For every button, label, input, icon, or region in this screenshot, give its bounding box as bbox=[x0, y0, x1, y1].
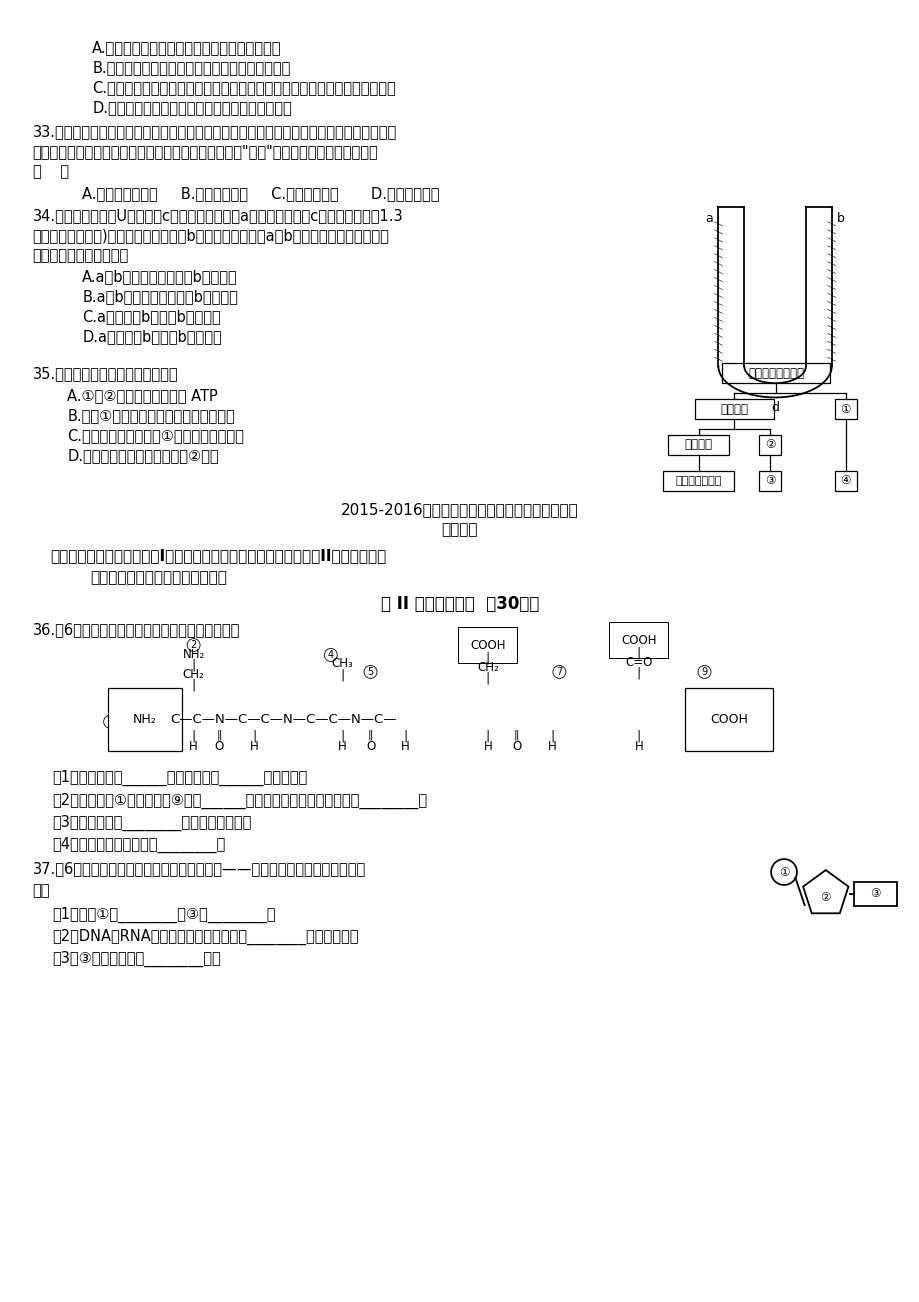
Text: 7: 7 bbox=[556, 667, 562, 677]
Text: CH₃: CH₃ bbox=[332, 658, 353, 671]
Text: H: H bbox=[401, 740, 409, 753]
Text: |: | bbox=[485, 651, 490, 664]
Text: A.在没有细胞质的情况下，细胞核是不能生存的: A.在没有细胞质的情况下，细胞核是不能生存的 bbox=[92, 40, 281, 56]
Text: （2）DNA和RNA在化学组成上有区别的是________。（填序号）: （2）DNA和RNA在化学组成上有区别的是________。（填序号） bbox=[52, 928, 358, 945]
Text: C—C—N—C—C—N—C—C—N—C—: C—C—N—C—C—N—C—C—N—C— bbox=[170, 713, 396, 727]
Text: |: | bbox=[636, 667, 641, 680]
Text: COOH: COOH bbox=[709, 713, 747, 727]
Text: 37.（6分）右图是生物体核酸的基本组成单位——核苷酸的模式图，据图回答问: 37.（6分）右图是生物体核酸的基本组成单位——核苷酸的模式图，据图回答问 bbox=[32, 861, 366, 876]
Text: （    ）: （ ） bbox=[32, 164, 69, 180]
Text: O: O bbox=[366, 740, 375, 753]
Text: ‖: ‖ bbox=[217, 729, 222, 740]
Text: |: | bbox=[340, 729, 345, 742]
Text: |: | bbox=[191, 678, 196, 691]
Text: 35.关于图中序号的描述，正确的是: 35.关于图中序号的描述，正确的是 bbox=[32, 366, 178, 381]
Text: |: | bbox=[636, 729, 641, 742]
Text: 说明：本试题共分二卷。第I卷为选择题，将答案涂在答案卡上。第II卷为简答题，: 说明：本试题共分二卷。第I卷为选择题，将答案涂在答案卡上。第II卷为简答题， bbox=[51, 548, 386, 564]
Text: H: H bbox=[548, 740, 556, 753]
Text: ②: ② bbox=[820, 892, 830, 905]
Text: 34.如下图所示，在U形管中部c处装有半透膜，在a侧加入细胞色素c（相对分子质量1.3: 34.如下图所示，在U形管中部c处装有半透膜，在a侧加入细胞色素c（相对分子质量… bbox=[32, 208, 403, 223]
Text: C.大分子物质只有通过①过程才能进入细胞: C.大分子物质只有通过①过程才能进入细胞 bbox=[67, 428, 244, 443]
Text: （1）图中①为________，③为________。: （1）图中①为________，③为________。 bbox=[52, 907, 276, 923]
Text: ②: ② bbox=[764, 439, 775, 452]
Text: 溶出细胞外的物质冲洗掉，剩下的结构在生物学上称为"血影"，那么，血影的主要成分有: 溶出细胞外的物质冲洗掉，剩下的结构在生物学上称为"血影"，那么，血影的主要成分有 bbox=[32, 145, 378, 159]
Text: CH₂: CH₂ bbox=[183, 668, 204, 681]
Text: ④: ④ bbox=[839, 474, 850, 487]
Text: 6: 6 bbox=[484, 633, 491, 643]
Text: NH₂: NH₂ bbox=[182, 648, 205, 661]
Text: H: H bbox=[189, 740, 198, 753]
Text: C.a液面低于b液面，b侧为红色: C.a液面低于b液面，b侧为红色 bbox=[82, 310, 221, 324]
Text: |: | bbox=[636, 647, 641, 660]
Text: H: H bbox=[482, 740, 492, 753]
Text: B.a、b两液面高度一致，b侧为红色: B.a、b两液面高度一致，b侧为红色 bbox=[82, 289, 238, 305]
Text: D.a液面高于b液面，b侧为无色: D.a液面高于b液面，b侧为无色 bbox=[82, 329, 221, 344]
Text: ‖: ‖ bbox=[514, 729, 519, 740]
Text: A.a、b两液面高度一致，b侧为无色: A.a、b两液面高度一致，b侧为无色 bbox=[82, 270, 238, 285]
Text: 题：: 题： bbox=[32, 883, 50, 898]
Text: （1）该化合物由______个氨基酸失去______个水形成。: （1）该化合物由______个氨基酸失去______个水形成。 bbox=[52, 769, 307, 785]
Text: H: H bbox=[250, 740, 258, 753]
Text: D.氨基酸进入组织细胞与过程②有关: D.氨基酸进入组织细胞与过程②有关 bbox=[67, 448, 219, 464]
Text: 自由扩散: 自由扩散 bbox=[684, 439, 712, 452]
Text: 物质跨膜运输方式: 物质跨膜运输方式 bbox=[747, 367, 803, 380]
Text: CH₂: CH₂ bbox=[476, 661, 498, 674]
Text: C=O: C=O bbox=[625, 656, 652, 669]
Text: b: b bbox=[835, 212, 844, 225]
Text: ‖: ‖ bbox=[368, 729, 373, 740]
Text: a: a bbox=[705, 212, 713, 225]
Text: （2）该图中，①表示氨基，⑨表示______，氨基酸的结构通式可表示为________。: （2）该图中，①表示氨基，⑨表示______，氨基酸的结构通式可表示为_____… bbox=[52, 793, 427, 809]
Text: O: O bbox=[512, 740, 521, 753]
Text: 4: 4 bbox=[327, 650, 334, 660]
Text: 36.（6分）请根据下列化合物的结构式分析回答：: 36.（6分）请根据下列化合物的结构式分析回答： bbox=[32, 622, 240, 637]
Text: NH₂: NH₂ bbox=[133, 713, 156, 727]
Text: |: | bbox=[191, 659, 196, 672]
Text: |: | bbox=[340, 668, 345, 681]
Text: H: H bbox=[338, 740, 346, 753]
Text: 第 II 卷（非选择题  共30分）: 第 II 卷（非选择题 共30分） bbox=[380, 595, 539, 613]
Text: 5: 5 bbox=[367, 667, 373, 677]
Text: 9: 9 bbox=[700, 667, 707, 677]
Text: 万道尔顿的蛋白质)的水溶液（红色），b侧加入清水，并使a、b两侧液面高度一致。经过: 万道尔顿的蛋白质)的水溶液（红色），b侧加入清水，并使a、b两侧液面高度一致。经… bbox=[32, 228, 389, 242]
Text: 2015-2016学年度秋学期江阴市三校期中联考试卷: 2015-2016学年度秋学期江阴市三校期中联考试卷 bbox=[341, 503, 578, 518]
Text: 33.科学家将哺乳动物或人的成熟红细胞放进蒸馏水中，造成红细胞破裂出现溶血现象，再将: 33.科学家将哺乳动物或人的成熟红细胞放进蒸馏水中，造成红细胞破裂出现溶血现象，… bbox=[32, 124, 396, 139]
Text: 8: 8 bbox=[635, 629, 641, 639]
Bar bbox=[853, 881, 896, 906]
Text: |: | bbox=[485, 729, 490, 742]
Text: 氧气进入红细胞: 氧气进入红细胞 bbox=[675, 475, 720, 486]
Text: |: | bbox=[191, 729, 196, 742]
Text: |: | bbox=[485, 672, 490, 685]
Text: |: | bbox=[550, 729, 554, 742]
Text: D.此实验说明细胞核的功能是遗传特性的控制中心: D.此实验说明细胞核的功能是遗传特性的控制中心 bbox=[92, 100, 291, 116]
Text: A.无机盐、蛋白质     B.蛋白质、糖类     C.脂肪、蛋白质       D.脂质、蛋白质: A.无机盐、蛋白质 B.蛋白质、糖类 C.脂肪、蛋白质 D.脂质、蛋白质 bbox=[82, 186, 439, 201]
Text: （3）③在生物体中共________种。: （3）③在生物体中共________种。 bbox=[52, 950, 221, 967]
Text: B.只有①所示过程能逆浓度梯度运输物质: B.只有①所示过程能逆浓度梯度运输物质 bbox=[67, 408, 235, 423]
Text: 1: 1 bbox=[107, 716, 113, 727]
Text: ①: ① bbox=[778, 866, 789, 879]
Text: 将答案填写在答卷的相应位置上。: 将答案填写在答卷的相应位置上。 bbox=[90, 570, 227, 586]
Text: H: H bbox=[634, 740, 642, 753]
Text: ③: ③ bbox=[869, 888, 879, 901]
Text: A.①和②所示过程都需消耗 ATP: A.①和②所示过程都需消耗 ATP bbox=[67, 388, 218, 404]
Text: 高一生物: 高一生物 bbox=[441, 522, 478, 538]
Text: |: | bbox=[252, 729, 256, 742]
Text: 被动运输: 被动运输 bbox=[720, 402, 747, 415]
Text: COOH: COOH bbox=[620, 634, 656, 647]
Text: B.在没有细胞核的情况下，细胞质也同样不能生存: B.在没有细胞核的情况下，细胞质也同样不能生存 bbox=[92, 60, 290, 76]
Text: 一段时间后，实验结果是: 一段时间后，实验结果是 bbox=[32, 247, 129, 263]
Text: C.细胞只有保持完整性，作为一个统一整体才能够正常地完成各项生命活动。: C.细胞只有保持完整性，作为一个统一整体才能够正常地完成各项生命活动。 bbox=[92, 81, 395, 95]
Text: COOH: COOH bbox=[470, 638, 505, 651]
Text: （4）此化合物准确命名为________。: （4）此化合物准确命名为________。 bbox=[52, 837, 225, 853]
Text: ③: ③ bbox=[764, 474, 775, 487]
Text: （3）该化合物由________种氨基酸分形成。: （3）该化合物由________种氨基酸分形成。 bbox=[52, 815, 252, 832]
Text: ①: ① bbox=[839, 402, 850, 415]
Text: O: O bbox=[215, 740, 224, 753]
Text: 2: 2 bbox=[190, 641, 197, 650]
Text: d: d bbox=[770, 401, 778, 414]
Text: |: | bbox=[403, 729, 407, 742]
